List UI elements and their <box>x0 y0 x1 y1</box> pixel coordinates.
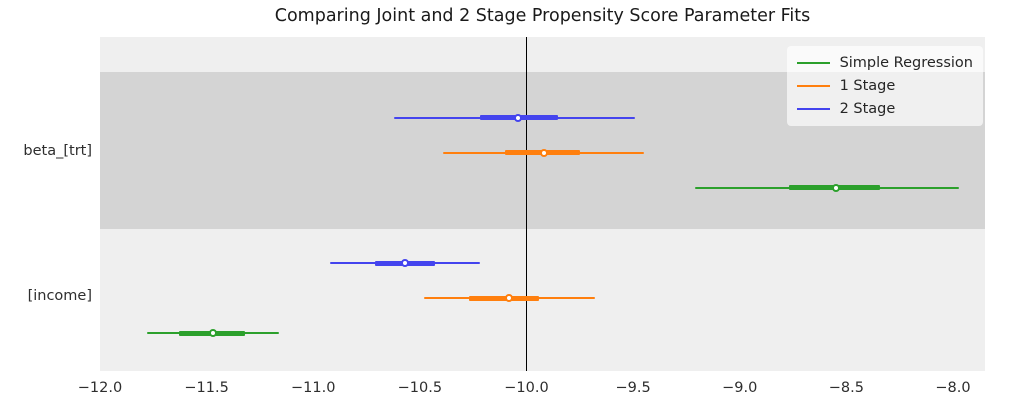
x-tick-label: −9.0 <box>722 380 758 396</box>
legend-item-2-stage: 2 Stage <box>796 101 973 117</box>
estimate-marker-2-stage-income <box>400 259 409 268</box>
plot-area: Simple Regression 1 Stage 2 Stage <box>100 37 985 371</box>
legend-label-1-stage: 1 Stage <box>839 78 896 94</box>
legend-label-simple-regression: Simple Regression <box>839 55 973 71</box>
chart-title: Comparing Joint and 2 Stage Propensity S… <box>274 6 811 26</box>
y-category-label-income: [income] <box>27 288 92 305</box>
x-tick-label: −11.0 <box>291 380 336 396</box>
estimate-marker-simple-regression-beta-trt <box>831 183 840 192</box>
x-tick-label: −9.5 <box>615 380 651 396</box>
x-tick-label: −8.5 <box>828 380 864 396</box>
ci50-line-1-stage-income <box>468 295 540 301</box>
reference-line <box>525 37 528 371</box>
estimate-marker-1-stage-beta-trt <box>539 148 548 157</box>
legend-label-2-stage: 2 Stage <box>839 101 896 117</box>
legend-item-simple-regression: Simple Regression <box>796 55 973 71</box>
y-category-label-beta-trt: beta_[trt] <box>23 142 92 159</box>
estimate-marker-1-stage-income <box>505 294 514 303</box>
legend-swatch-1-stage <box>796 84 830 88</box>
legend-swatch-2-stage <box>796 107 830 111</box>
x-tick-label: −11.5 <box>184 380 229 396</box>
x-tick-label: −10.5 <box>397 380 443 396</box>
legend: Simple Regression 1 Stage 2 Stage <box>786 46 983 126</box>
x-tick-label: −8.0 <box>935 380 971 396</box>
x-tick-label: −12.0 <box>77 380 123 396</box>
legend-item-1-stage: 1 Stage <box>796 78 973 94</box>
x-tick-label: −10.0 <box>504 380 549 396</box>
legend-swatch-simple-regression <box>796 61 830 65</box>
estimate-marker-simple-regression-income <box>209 329 218 338</box>
estimate-marker-2-stage-beta-trt <box>513 113 522 122</box>
